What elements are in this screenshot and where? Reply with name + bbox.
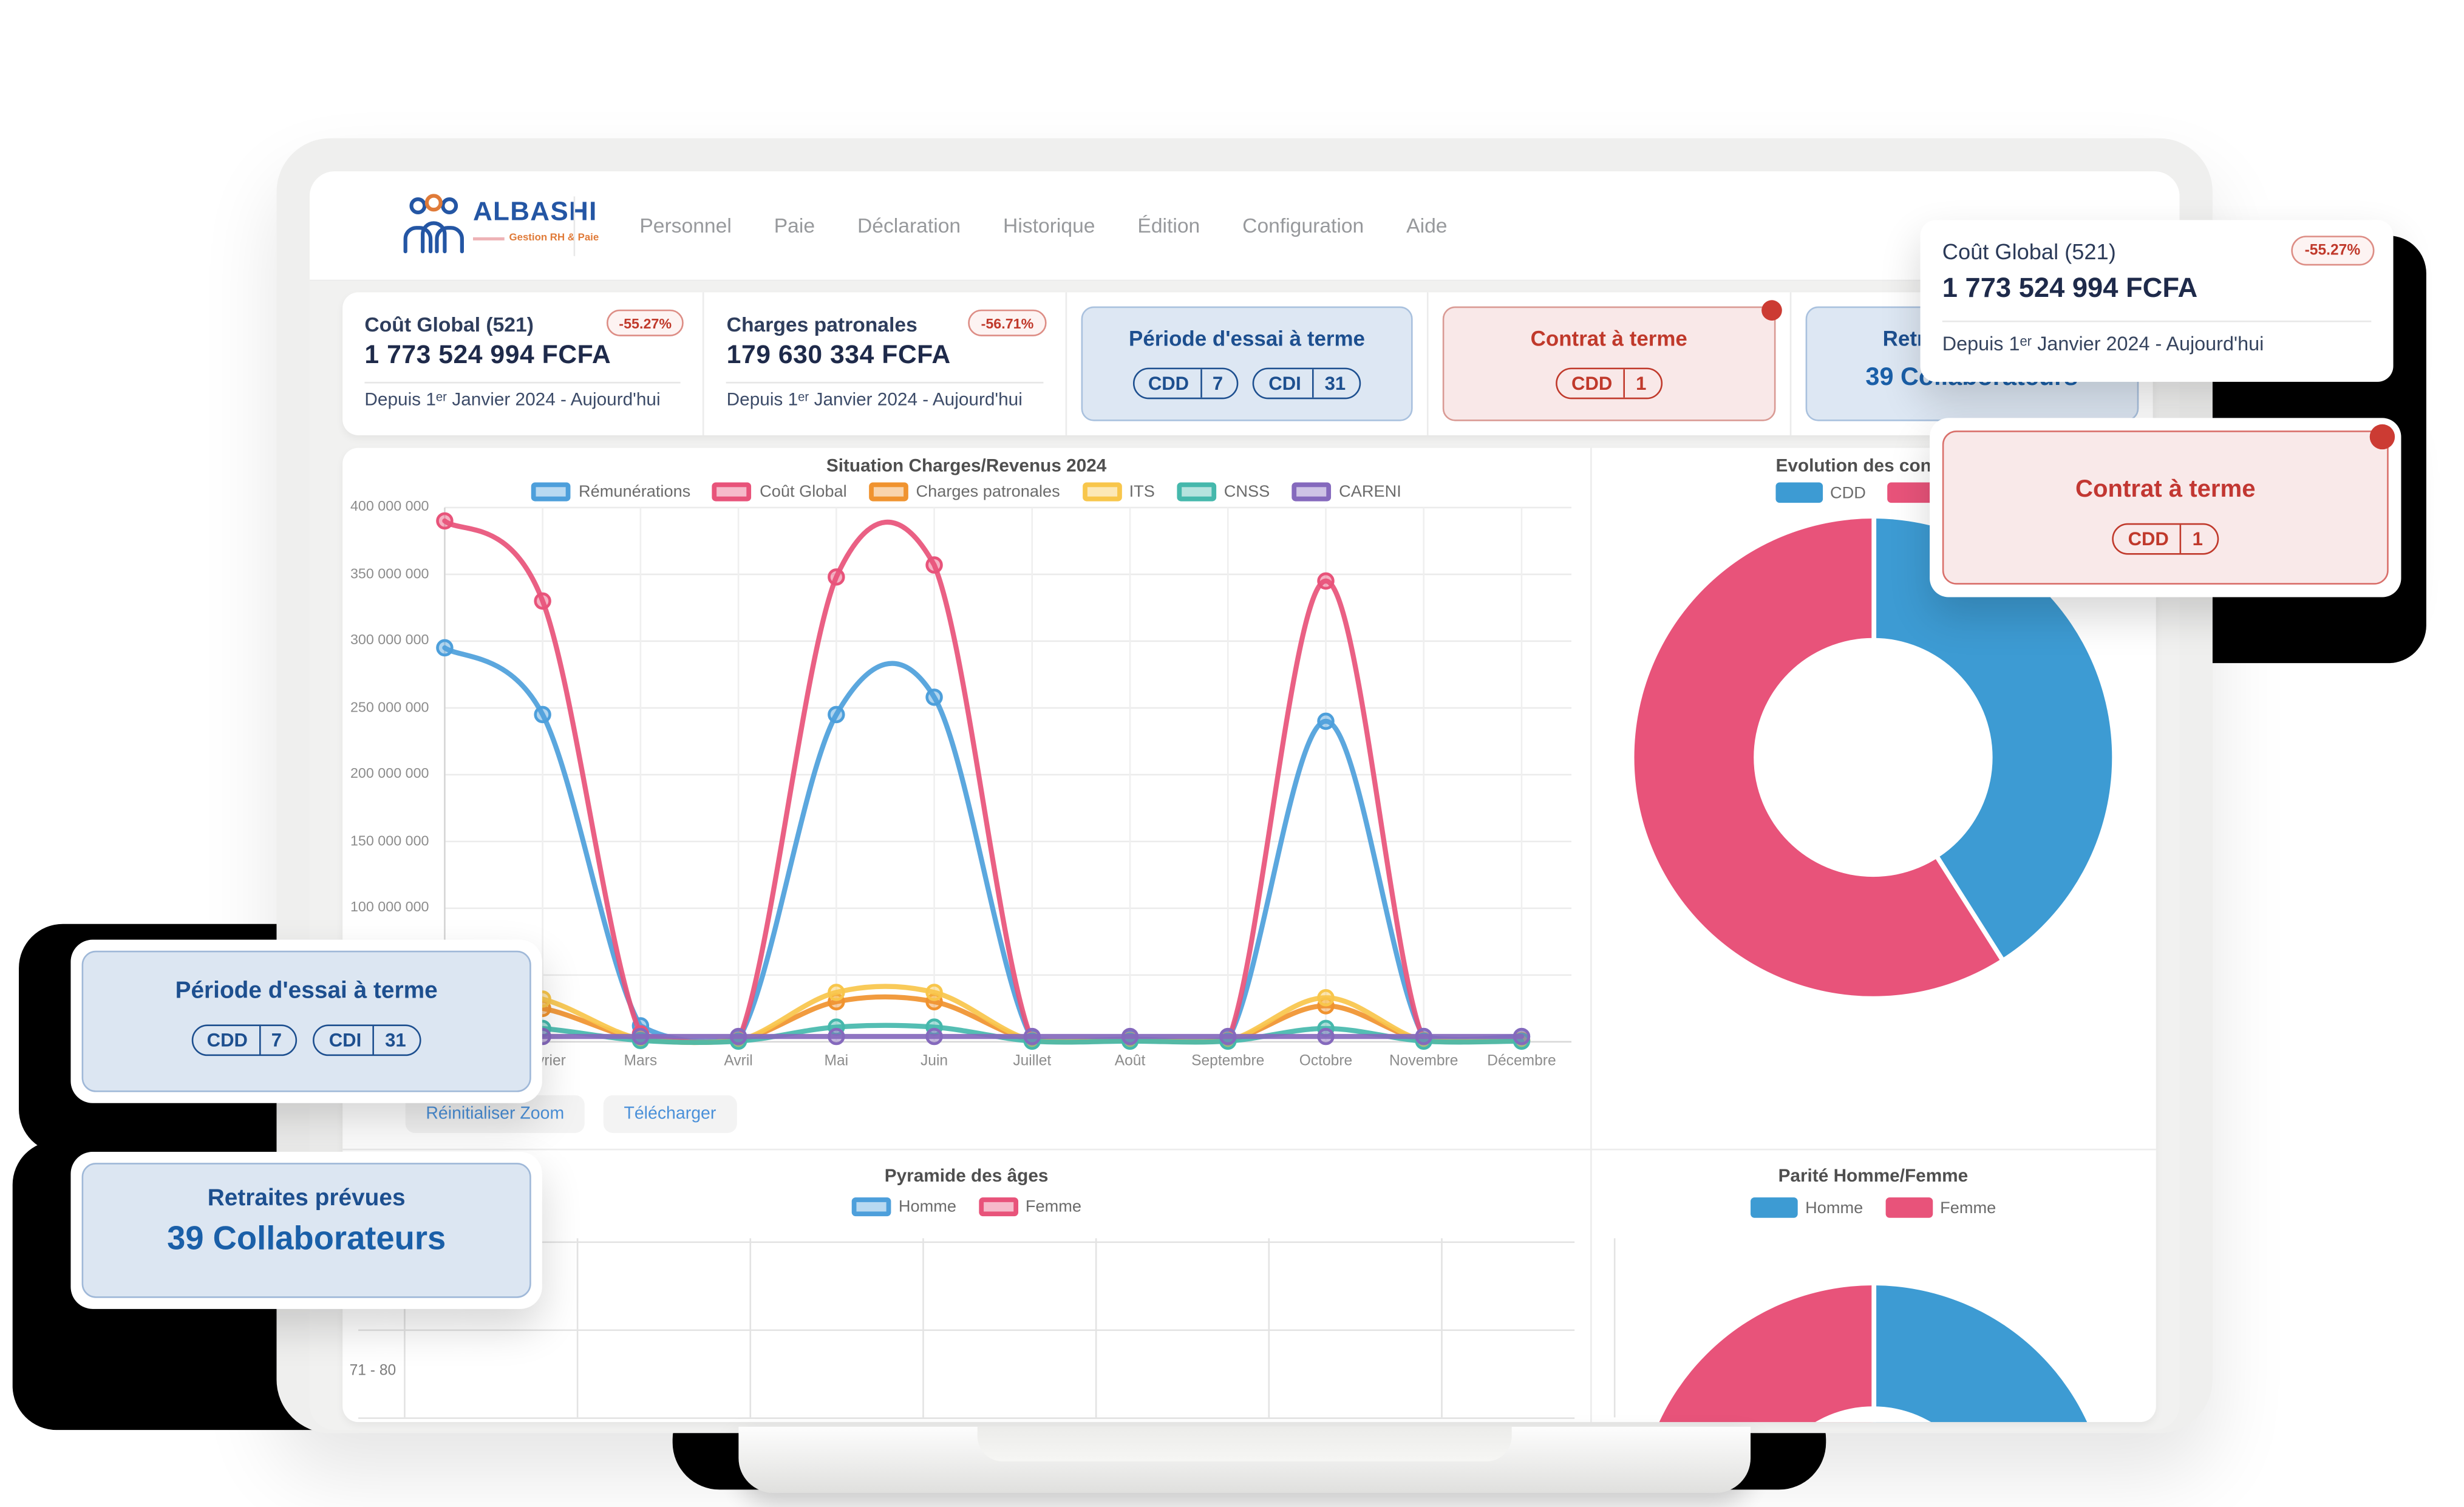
card-contrat-terme[interactable]: Contrat à terme CDD 1 bbox=[1443, 300, 1782, 421]
stat-contrat-terme: Contrat à terme CDD 1 bbox=[1429, 292, 1791, 435]
legend-swatch bbox=[868, 482, 908, 502]
badge-pill-cdd: CDD 1 bbox=[1556, 367, 1663, 400]
legend-swatch bbox=[531, 482, 571, 502]
notification-dot bbox=[1761, 300, 1782, 321]
legend-item-femme[interactable]: Femme bbox=[978, 1197, 1081, 1217]
stat-charges-patronales: Charges patronales -56.71% 179 630 334 F… bbox=[704, 292, 1067, 435]
floating-contract-title: Contrat à terme bbox=[2075, 476, 2256, 503]
logo-tagline-line bbox=[472, 236, 505, 240]
floating-retirement-title: Retraites prévues bbox=[207, 1185, 406, 1212]
nav-item-personnel[interactable]: Personnel bbox=[639, 213, 732, 237]
pyramid-legend: Homme Femme bbox=[342, 1197, 1590, 1217]
line-chart bbox=[436, 506, 1572, 1050]
laptop-base-notch bbox=[977, 1426, 1512, 1461]
contracts-donut-chart bbox=[1634, 519, 2112, 996]
legend-item-homme[interactable]: Homme bbox=[851, 1197, 956, 1217]
pyramid-chart-title: Pyramide des âges bbox=[884, 1167, 1049, 1186]
floating-trial-title: Période d'essai à terme bbox=[175, 977, 438, 1004]
legend-swatch bbox=[851, 1197, 891, 1217]
header-divider bbox=[573, 196, 576, 256]
legend-item-cdd[interactable]: CDD bbox=[1775, 482, 1866, 503]
legend-swatch bbox=[1888, 482, 1935, 503]
badge-pill-cdd: CDD 7 bbox=[1132, 367, 1239, 400]
legend-item-cnss[interactable]: CNSS bbox=[1177, 482, 1270, 502]
floating-cost-period: Depuis 1ᵉʳ Janvier 2024 - Aujourd'hui bbox=[1942, 333, 2264, 355]
parity-donut-clip bbox=[1637, 1285, 2109, 1423]
parity-legend: Homme Femme bbox=[1590, 1197, 2156, 1218]
logo-people-icon bbox=[401, 194, 467, 261]
legend-swatch bbox=[978, 1197, 1018, 1217]
stat-periode-essai: Période d'essai à terme CDD 7 CDI 31 bbox=[1067, 292, 1429, 435]
app-logo[interactable]: ALBASHI Gestion RH & Paie bbox=[401, 192, 715, 261]
legend-item-careni[interactable]: CARENI bbox=[1292, 482, 1401, 502]
parity-donut-chart bbox=[1637, 1285, 2109, 1423]
line-chart-legend: Rémunérations Coût Global Charges patronal… bbox=[342, 482, 1590, 502]
badge-pill-cdi: CDI 31 bbox=[1253, 367, 1362, 400]
laptop-screen: ALBASHI Gestion RH & Paie Personnel Paie D… bbox=[309, 171, 2180, 1430]
stat-trend-badge: -55.27% bbox=[606, 309, 684, 336]
floating-contract-badges: CDD 1 bbox=[1944, 523, 2387, 555]
pyramid-age-label: 71 - 80 bbox=[349, 1362, 396, 1380]
legend-swatch bbox=[1775, 482, 1823, 503]
parity-donut-title: Parité Homme/Femme bbox=[1778, 1167, 1969, 1186]
logo-text: ALBASHI bbox=[472, 196, 597, 226]
legend-item-chargespatronales[interactable]: Charges patronales bbox=[868, 482, 1060, 502]
laptop-base bbox=[738, 1426, 1751, 1493]
nav-item-historique[interactable]: Historique bbox=[1003, 213, 1095, 237]
nav-item-paie[interactable]: Paie bbox=[774, 213, 815, 237]
floating-retirement-card[interactable]: Retraites prévues 39 Collaborateurs bbox=[70, 1152, 542, 1309]
floating-contract-card[interactable]: Contrat à terme CDD 1 bbox=[1930, 418, 2401, 597]
app-header: ALBASHI Gestion RH & Paie Personnel Paie D… bbox=[309, 171, 2180, 282]
badge-pill-cdd: CDD 7 bbox=[191, 1024, 298, 1056]
floating-trial-badges: CDD 7 CDI 31 bbox=[83, 1024, 529, 1056]
logo-tagline: Gestion RH & Paie bbox=[509, 233, 599, 244]
floating-cost-card: Coût Global (521) -55.27% 1 773 524 994 … bbox=[1920, 220, 2394, 382]
notification-dot bbox=[2369, 424, 2395, 450]
nav-item-configuration[interactable]: Configuration bbox=[1242, 213, 1364, 237]
legend-swatch bbox=[712, 482, 752, 502]
badge-pill-cdd: CDD 1 bbox=[2112, 523, 2219, 555]
legend-item-its[interactable]: ITS bbox=[1081, 482, 1155, 502]
card-title: Contrat à terme bbox=[1530, 327, 1687, 351]
stat-cout-global: Coût Global (521) -55.27% 1 773 524 994 … bbox=[342, 292, 705, 435]
stat-period: Depuis 1ᵉʳ Janvier 2024 - Aujourd'hui bbox=[726, 391, 1023, 410]
stat-value: 1 773 524 994 FCFA bbox=[364, 341, 611, 370]
legend-swatch bbox=[1177, 482, 1216, 502]
card-title: Période d'essai à terme bbox=[1129, 327, 1366, 351]
floating-retirement-value: 39 Collaborateurs bbox=[167, 1220, 446, 1257]
stat-label: Charges patronales bbox=[726, 313, 917, 336]
charts-panel: Situation Charges/Revenus 2024 Rémunérat… bbox=[342, 447, 2156, 1423]
floating-cost-badge: -55.27% bbox=[2290, 236, 2375, 266]
nav-item-dition[interactable]: Édition bbox=[1137, 213, 1200, 237]
legend-item-cotglobal[interactable]: Coût Global bbox=[712, 482, 847, 502]
stats-row: Coût Global (521) -55.27% 1 773 524 994 … bbox=[342, 292, 2153, 435]
legend-item-homme[interactable]: Homme bbox=[1750, 1197, 1863, 1218]
badge-pill-cdi: CDI 31 bbox=[313, 1024, 422, 1056]
legend-swatch bbox=[1292, 482, 1332, 502]
line-chart-title: Situation Charges/Revenus 2024 bbox=[826, 457, 1107, 477]
stat-label: Coût Global (521) bbox=[364, 313, 534, 336]
card-badges: CDD 7 CDI 31 bbox=[1083, 367, 1412, 400]
legend-swatch bbox=[1750, 1197, 1798, 1218]
legend-swatch bbox=[1081, 482, 1121, 502]
floating-cost-label: Coût Global (521) bbox=[1942, 239, 2116, 264]
panel-vertical-divider bbox=[1590, 447, 1592, 1423]
floating-cost-value: 1 773 524 994 FCFA bbox=[1942, 271, 2198, 304]
main-nav: Personnel Paie Déclaration Historique Éditio… bbox=[639, 171, 1447, 280]
stat-period: Depuis 1ᵉʳ Janvier 2024 - Aujourd'hui bbox=[364, 391, 661, 410]
stat-trend-badge: -56.71% bbox=[968, 309, 1047, 336]
card-badges: CDD 1 bbox=[1445, 367, 1774, 400]
card-periode-essai[interactable]: Période d'essai à terme CDD 7 CDI 31 bbox=[1080, 306, 1414, 421]
legend-item-rmunrations[interactable]: Rémunérations bbox=[531, 482, 690, 502]
floating-trial-card[interactable]: Période d'essai à terme CDD 7 CDI 31 bbox=[70, 939, 542, 1103]
download-button[interactable]: Télécharger bbox=[603, 1095, 737, 1133]
legend-item-femme[interactable]: Femme bbox=[1885, 1197, 1996, 1218]
stat-value: 179 630 334 FCFA bbox=[726, 341, 951, 370]
panel-horizontal-divider bbox=[342, 1148, 2156, 1151]
legend-swatch bbox=[1885, 1197, 1933, 1218]
nav-item-aide[interactable]: Aide bbox=[1406, 213, 1448, 237]
nav-item-dclaration[interactable]: Déclaration bbox=[857, 213, 961, 237]
